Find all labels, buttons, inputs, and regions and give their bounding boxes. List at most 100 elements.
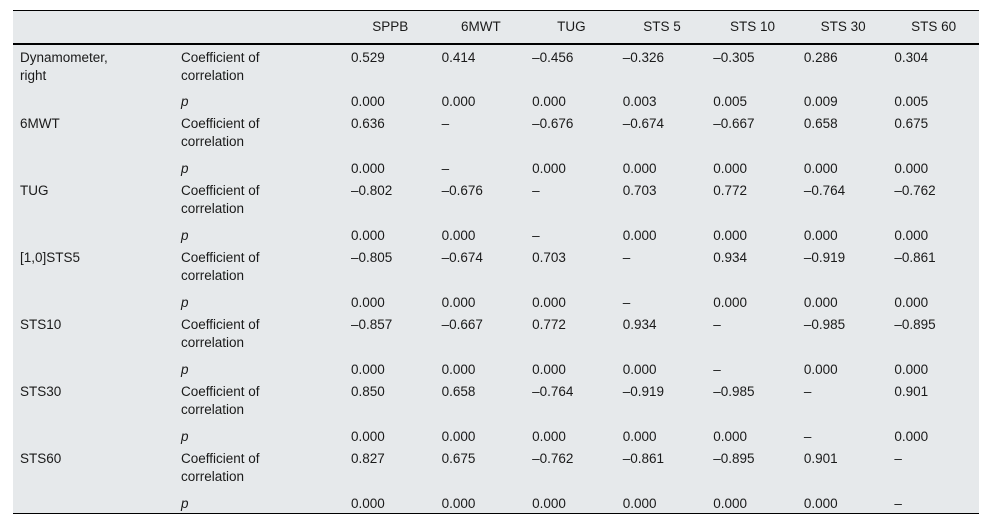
table-row-coefficient: Dynamometer, right Coefficient of correla… bbox=[13, 44, 979, 89]
p-value-cell: 0.000 bbox=[894, 160, 929, 176]
p-value-cell: 0.000 bbox=[441, 227, 476, 243]
coefficient-value-cell: –0.326 bbox=[622, 49, 664, 65]
p-value-cell: 0.000 bbox=[622, 428, 657, 444]
p-value-cell: 0.000 bbox=[803, 361, 838, 377]
coefficient-value-cell: 0.901 bbox=[894, 383, 929, 399]
header-spacer-cell bbox=[175, 10, 345, 45]
p-value-cell: – bbox=[532, 227, 540, 243]
p-value-cell: 0.000 bbox=[532, 361, 566, 377]
measure-label-cell: Coefficient of correlation bbox=[175, 178, 345, 223]
coefficient-value-cell: – bbox=[894, 450, 902, 466]
row-label: TUG bbox=[20, 182, 49, 198]
p-value-cell: 0.000 bbox=[894, 428, 929, 444]
header-spacer-cell bbox=[13, 10, 175, 45]
measure-label-cell: Coefficient of correlation bbox=[175, 245, 345, 290]
coefficient-value-cell: 0.850 bbox=[351, 383, 385, 399]
coefficient-value-cell: –0.762 bbox=[894, 182, 936, 198]
table-row-coefficient: [1,0]STS5 Coefficient of correlation –0.80… bbox=[13, 245, 979, 290]
table-row-p-value: p 0.000 0.000 0.000 0.000 0.000 0.000 – bbox=[13, 491, 979, 514]
table-row-p-value: p 0.000 0.000 0.000 0.003 0.005 0.009 0.005 bbox=[13, 89, 979, 111]
measure-label-cell: Coefficient of correlation bbox=[175, 379, 345, 424]
p-value-cell: 0.000 bbox=[351, 428, 385, 444]
row-label-cell: 6MWT bbox=[13, 111, 175, 156]
row-label-spacer-cell bbox=[13, 357, 175, 379]
p-label-cell: p bbox=[175, 491, 345, 514]
row-label: STS60 bbox=[20, 450, 62, 466]
coefficient-value-cell: –0.985 bbox=[713, 383, 755, 399]
coefficient-value-cell: –0.802 bbox=[351, 182, 393, 198]
coefficient-value-cell: –0.985 bbox=[803, 316, 846, 332]
coefficient-value-cell: – bbox=[713, 316, 721, 332]
coefficient-value-cell: – bbox=[441, 115, 450, 131]
p-value-cell: 0.000 bbox=[622, 495, 657, 511]
measure-label-cell: Coefficient of correlation bbox=[175, 312, 345, 357]
coefficient-value-cell: –0.667 bbox=[441, 316, 483, 332]
coefficient-of-correlation-label: Coefficient of correlation bbox=[181, 450, 260, 484]
p-value-cell: – bbox=[622, 294, 631, 310]
p-value-cell: 0.000 bbox=[803, 160, 838, 176]
coefficient-value-cell: 0.901 bbox=[803, 450, 838, 466]
p-value-cell: 0.000 bbox=[894, 227, 929, 243]
column-header: STS 10 bbox=[707, 10, 798, 45]
p-value-cell: 0.000 bbox=[351, 160, 385, 176]
column-header: STS 30 bbox=[797, 10, 889, 45]
coefficient-value-cell: 0.636 bbox=[351, 115, 385, 131]
coefficient-of-correlation-label: Coefficient of correlation bbox=[181, 115, 260, 149]
table-row-p-value: p 0.000 0.000 – 0.000 0.000 0.000 0.000 bbox=[13, 223, 979, 245]
coefficient-value-cell: 0.703 bbox=[532, 249, 566, 265]
row-label: Dynamometer, right bbox=[20, 49, 108, 83]
coefficient-value-cell: –0.861 bbox=[894, 249, 936, 265]
header-row: SPPB 6MWT TUG STS 5 STS 10 STS 30 STS 60 bbox=[13, 10, 979, 45]
coefficient-value-cell: –0.762 bbox=[532, 450, 574, 466]
figure-page: SPPB 6MWT TUG STS 5 STS 10 STS 30 STS 60 Dynam… bbox=[13, 10, 979, 514]
p-value-cell: 0.000 bbox=[713, 428, 748, 444]
row-label-spacer-cell bbox=[13, 491, 175, 514]
coefficient-of-correlation-label: Coefficient of correlation bbox=[181, 49, 260, 83]
row-label-cell: [1,0]STS5 bbox=[13, 245, 175, 290]
coefficient-value-cell: 0.658 bbox=[803, 115, 838, 131]
coefficient-value-cell: 0.772 bbox=[713, 182, 748, 198]
coefficient-value-cell: –0.305 bbox=[713, 49, 755, 65]
p-value-cell: 0.000 bbox=[351, 93, 385, 109]
p-value-cell: 0.000 bbox=[532, 160, 566, 176]
p-value-cell: 0.005 bbox=[894, 93, 929, 109]
coefficient-value-cell: 0.658 bbox=[441, 383, 476, 399]
p-label: p bbox=[181, 428, 189, 444]
row-label-spacer-cell bbox=[13, 290, 175, 312]
p-value-cell: 0.000 bbox=[532, 93, 566, 109]
coefficient-value-cell: 0.529 bbox=[351, 49, 385, 65]
coefficient-value-cell: 0.304 bbox=[894, 49, 929, 65]
column-header: STS 5 bbox=[616, 10, 708, 45]
correlation-table: SPPB 6MWT TUG STS 5 STS 10 STS 30 STS 60 Dynam… bbox=[13, 10, 979, 514]
row-label-cell: Dynamometer, right bbox=[13, 44, 175, 89]
row-label-spacer-cell bbox=[13, 156, 175, 178]
coefficient-value-cell: –0.674 bbox=[441, 249, 483, 265]
p-value-cell: 0.000 bbox=[441, 294, 476, 310]
table-row-coefficient: STS60 Coefficient of correlation 0.827 0.67… bbox=[13, 446, 979, 491]
coefficient-value-cell: – bbox=[532, 182, 540, 198]
row-label-spacer-cell bbox=[13, 424, 175, 446]
table-row-coefficient: STS10 Coefficient of correlation –0.857 –0.… bbox=[13, 312, 979, 357]
p-value-cell: 0.000 bbox=[803, 227, 838, 243]
row-label: [1,0]STS5 bbox=[20, 249, 81, 265]
coefficient-value-cell: –0.895 bbox=[713, 450, 755, 466]
p-value-cell: 0.000 bbox=[441, 93, 476, 109]
row-label: 6MWT bbox=[20, 115, 60, 131]
coefficient-value-cell: –0.805 bbox=[351, 249, 393, 265]
coefficient-value-cell: 0.772 bbox=[532, 316, 566, 332]
p-value-cell: 0.000 bbox=[713, 294, 748, 310]
row-label-spacer-cell bbox=[13, 89, 175, 111]
coefficient-value-cell: – bbox=[803, 383, 812, 399]
coefficient-of-correlation-label: Coefficient of correlation bbox=[181, 316, 260, 350]
p-label: p bbox=[181, 93, 189, 109]
p-value-cell: – bbox=[713, 361, 721, 377]
p-value-cell: 0.000 bbox=[532, 495, 566, 511]
p-value-cell: 0.000 bbox=[713, 160, 748, 176]
table-row-coefficient: TUG Coefficient of correlation –0.802 –0.67… bbox=[13, 178, 979, 223]
coefficient-value-cell: – bbox=[622, 249, 631, 265]
p-label: p bbox=[181, 227, 189, 243]
p-value-cell: 0.000 bbox=[894, 294, 929, 310]
coefficient-value-cell: 0.414 bbox=[441, 49, 476, 65]
table-row-coefficient: STS30 Coefficient of correlation 0.850 0.65… bbox=[13, 379, 979, 424]
coefficient-value-cell: 0.934 bbox=[622, 316, 657, 332]
